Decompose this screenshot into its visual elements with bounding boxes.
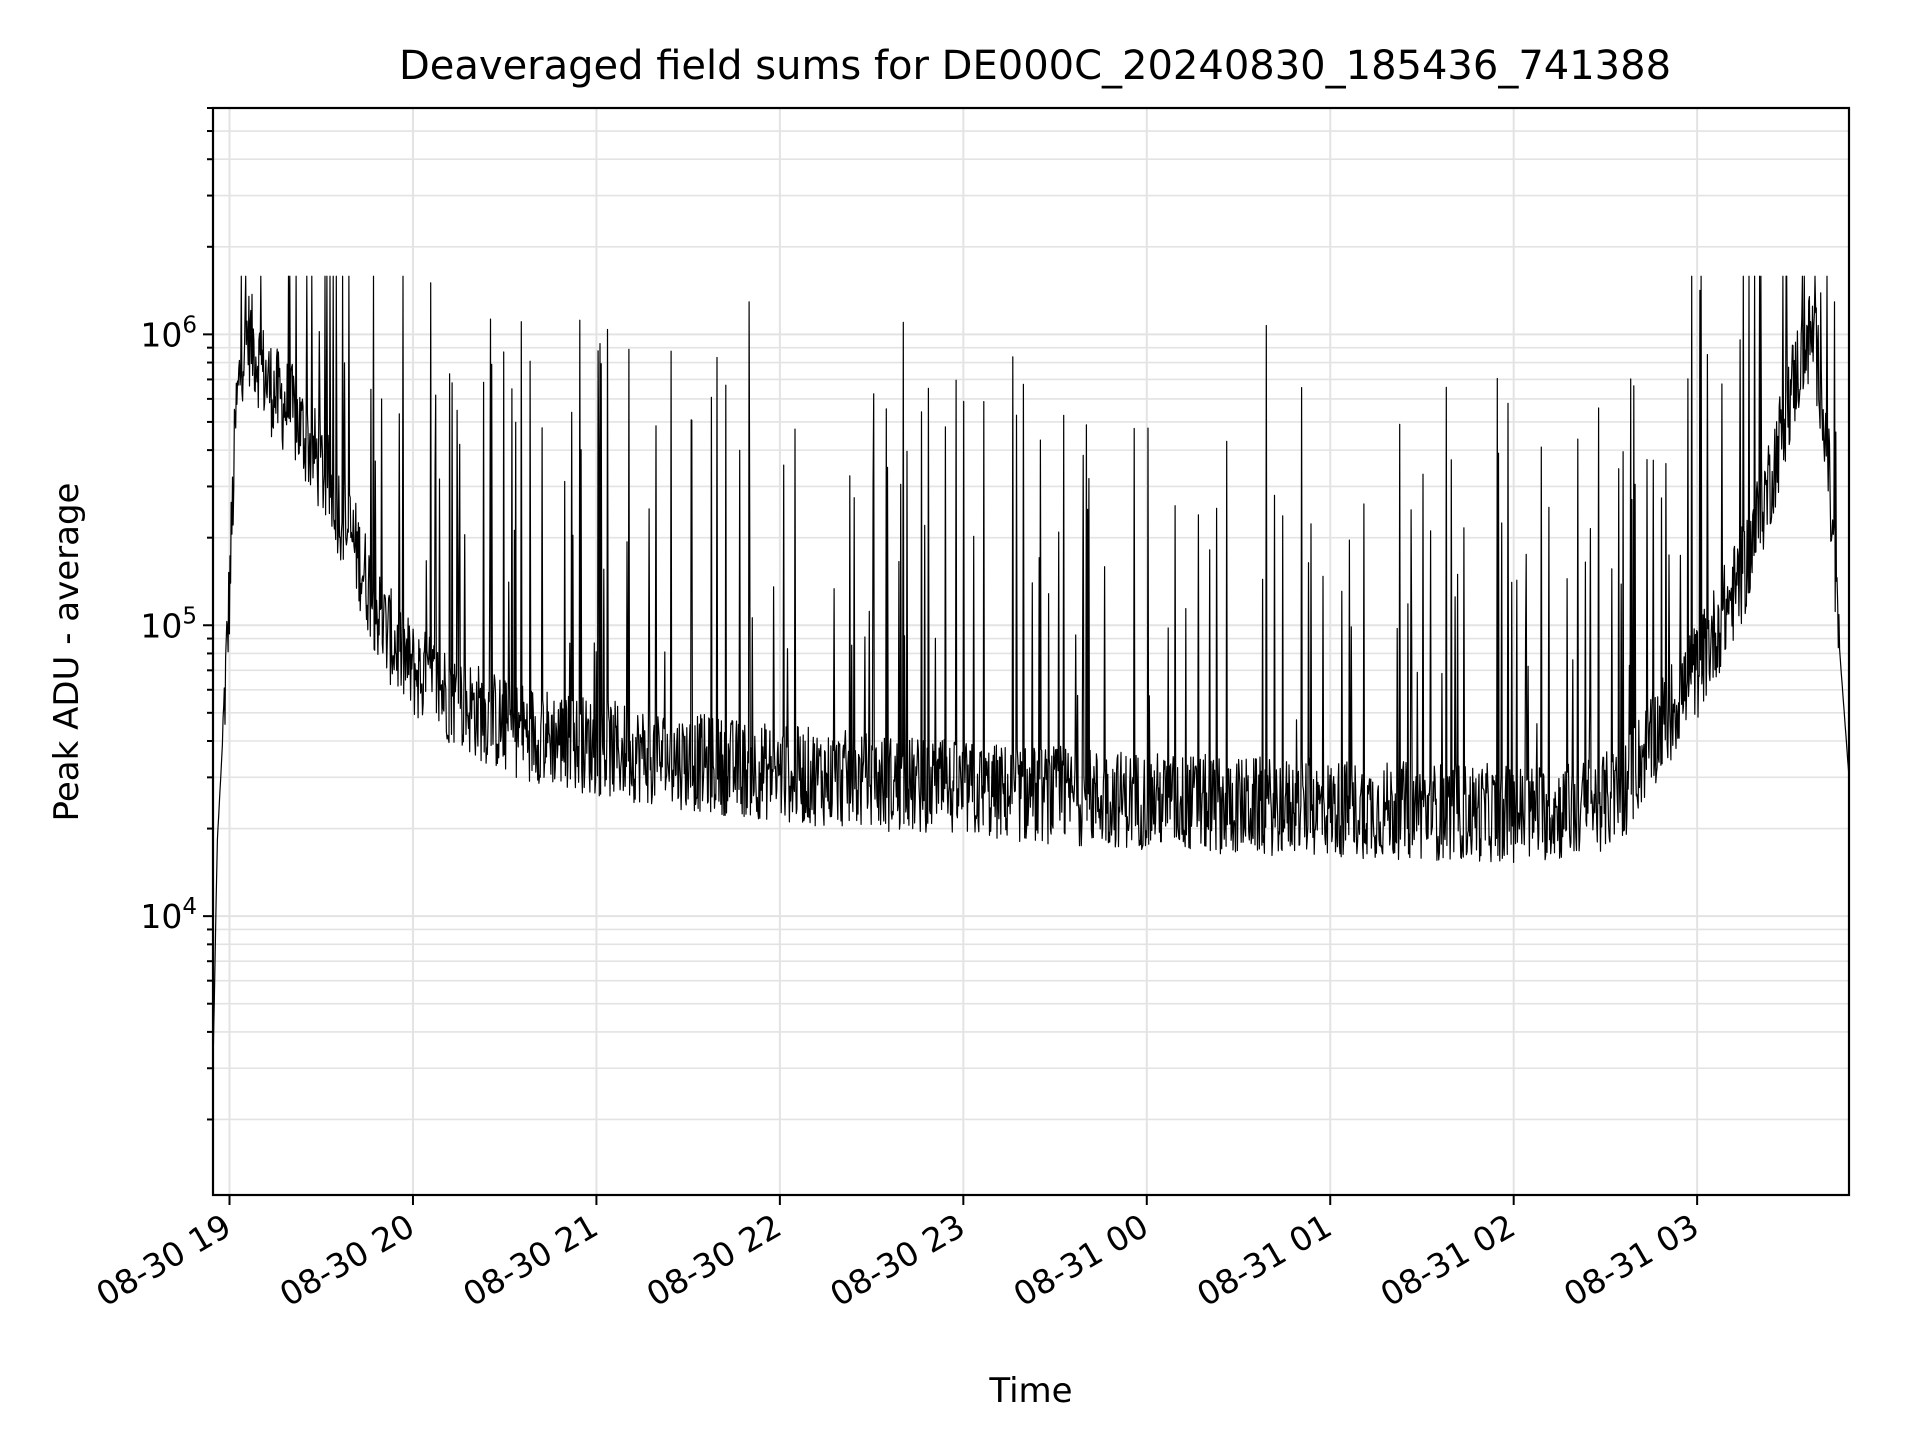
y-tick-base: 10 [140,897,182,936]
series-line [212,275,1850,1069]
x-tick-label: 08-31 02 [1374,1206,1522,1314]
y-tick-exp: 4 [182,894,197,920]
y-tick-exp: 5 [182,603,197,629]
y-tick-label: 105 [140,603,197,645]
x-axis: 08-30 19 08-30 20 08-30 21 08-30 22 08-30 23… [90,1195,1705,1314]
x-axis-label: Time [988,1371,1072,1411]
x-tick-label: 08-31 01 [1190,1206,1338,1314]
plot-frame [211,106,1851,1197]
y-tick-base: 10 [140,315,182,354]
x-tick-label: 08-30 23 [823,1206,971,1314]
chart-title: Deaveraged field sums for DE000C_2024083… [399,43,1671,89]
y-tick-exp: 6 [182,312,197,338]
x-tick-label: 08-30 20 [273,1206,421,1314]
y-tick-label: 106 [140,312,197,354]
y-tick-base: 10 [140,606,182,645]
x-tick-label: 08-30 22 [640,1206,788,1314]
x-tick-label: 08-30 21 [456,1206,604,1314]
x-tick-label: 08-31 00 [1007,1206,1155,1314]
y-tick-label: 104 [140,894,197,936]
y-axis-label: Peak ADU - average [47,483,87,822]
x-tick-label: 08-31 03 [1557,1206,1705,1314]
x-tick-label: 08-30 19 [90,1206,238,1314]
